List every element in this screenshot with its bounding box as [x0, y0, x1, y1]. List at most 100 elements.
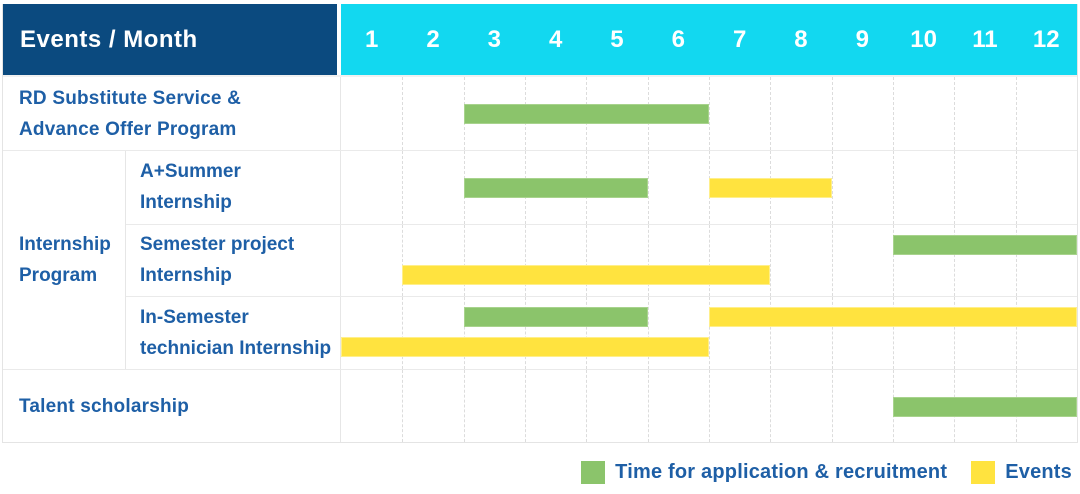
month-gridline — [525, 297, 526, 369]
month-gridline — [647, 370, 649, 442]
legend-item-events: Events — [971, 461, 1072, 484]
yellow-swatch-icon — [971, 461, 996, 484]
row-label-line: Internship — [140, 265, 232, 287]
month-gridline — [954, 297, 956, 369]
gantt-bar-event — [709, 307, 1077, 328]
table-row: In-Semester technician Internship — [126, 296, 1077, 369]
month-header-cell: 6 — [671, 25, 685, 53]
month-gridline — [709, 370, 710, 442]
month-header-cell: 7 — [732, 25, 747, 53]
month-gridline — [954, 77, 956, 150]
month-gridline — [831, 297, 833, 369]
row-label-line: A+Summer — [140, 161, 241, 183]
month-gridline — [463, 224, 465, 297]
month-gridline — [1015, 77, 1017, 150]
table-body: RD Substitute Service & Advance Offer Pr… — [3, 75, 1077, 442]
chart-cell-talent-scholarship — [341, 370, 1077, 442]
gantt-bar-event — [709, 178, 832, 198]
month-gridline — [831, 77, 833, 150]
month-gridline — [525, 224, 526, 297]
group-label-line: Internship — [19, 234, 111, 255]
legend-label-events: Events — [1005, 461, 1072, 483]
group-label-internship-program: Internship Program — [3, 151, 126, 369]
month-gridline — [954, 224, 956, 297]
month-gridline — [831, 224, 833, 297]
gantt-bar-application — [463, 178, 648, 198]
legend-item-application: Time for application & recruitment — [581, 461, 947, 484]
month-header-cell: 12 — [1032, 25, 1060, 53]
month-gridline — [647, 224, 649, 297]
month-gridline — [709, 77, 710, 150]
month-gridline — [1015, 151, 1017, 224]
gantt-bar-application — [463, 307, 648, 328]
month-gridline — [709, 224, 710, 297]
header-gap-divider — [337, 4, 341, 75]
month-gridline — [831, 151, 833, 224]
month-gridline — [831, 370, 833, 442]
chart-cell-in-semester-technician — [341, 297, 1077, 369]
month-gridline — [586, 224, 588, 297]
month-header-cell: 2 — [426, 25, 440, 53]
gantt-bar-application — [893, 234, 1077, 255]
chart-legend: Time for application & recruitment Event… — [581, 461, 1072, 484]
table-header-row: Events / Month 1 2 3 4 5 6 7 8 9 10 11 12 — [3, 4, 1077, 75]
row-label-line: technician Internship — [140, 338, 332, 360]
month-gridline — [1015, 297, 1017, 369]
row-label-line: Talent scholarship — [19, 395, 190, 417]
row-label-talent-scholarship: Talent scholarship — [3, 370, 341, 442]
table-row: A+Summer Internship — [126, 151, 1077, 224]
month-gridline — [770, 370, 772, 442]
month-header-cell: 10 — [910, 25, 937, 53]
events-month-header-cell: Events / Month — [3, 4, 337, 75]
row-label-line: Semester project — [140, 234, 295, 256]
month-header-row: 1 2 3 4 5 6 7 8 9 10 11 12 — [341, 4, 1077, 75]
row-label-line: Internship — [140, 192, 232, 214]
month-gridline — [647, 297, 649, 369]
chart-cell-rd-substitute — [341, 77, 1077, 150]
month-gridline — [586, 370, 588, 442]
month-gridline — [770, 297, 772, 369]
green-swatch-icon — [581, 461, 606, 484]
month-gridline — [770, 77, 772, 150]
row-label-line: RD Substitute Service & — [19, 87, 242, 109]
month-gridline — [402, 370, 404, 442]
month-header-cell: 1 — [364, 25, 379, 53]
month-gridline — [893, 297, 894, 369]
row-label-rd-substitute: RD Substitute Service & Advance Offer Pr… — [3, 77, 341, 150]
month-header-cell: 4 — [548, 25, 563, 53]
row-label-line: Advance Offer Program — [19, 118, 237, 140]
month-gridline — [463, 370, 465, 442]
gantt-table: Events / Month 1 2 3 4 5 6 7 8 9 10 11 12 RD Substi… — [2, 4, 1078, 443]
internship-subrows: A+Summer Internship Semester project Int… — [126, 151, 1077, 369]
month-gridline — [1015, 224, 1017, 297]
month-gridline — [770, 224, 772, 297]
chart-cell-a-plus-summer — [341, 151, 1077, 224]
table-row: Semester project Internship — [126, 223, 1077, 297]
legend-label-application: Time for application & recruitment — [615, 461, 948, 483]
row-label-a-plus-summer: A+Summer Internship — [126, 151, 341, 224]
table-row: Talent scholarship — [3, 369, 1077, 442]
month-header-cell: 11 — [972, 25, 998, 53]
month-gridline — [402, 224, 404, 297]
row-label-line: In-Semester — [140, 307, 249, 329]
month-header-cell: 8 — [794, 25, 808, 53]
table-row-group-internship: Internship Program A+Summer Internship S… — [3, 150, 1077, 369]
gantt-bar-event — [402, 264, 771, 285]
month-gridline — [893, 77, 894, 150]
month-header-cell: 3 — [487, 25, 501, 53]
month-gridline — [525, 370, 526, 442]
events-month-header-label: Events / Month — [20, 25, 198, 53]
gantt-bar-application — [463, 104, 709, 124]
table-row: RD Substitute Service & Advance Offer Pr… — [3, 77, 1077, 150]
chart-cell-semester-project — [341, 224, 1077, 297]
month-gridline — [709, 297, 710, 369]
month-gridline — [647, 151, 649, 224]
row-label-in-semester-technician: In-Semester technician Internship — [126, 297, 341, 369]
month-header-cell: 5 — [610, 25, 624, 53]
month-gridline — [893, 224, 894, 297]
row-label-semester-project: Semester project Internship — [126, 224, 341, 297]
group-label-line: Program — [19, 265, 98, 286]
month-gridline — [586, 297, 588, 369]
gantt-bar-event — [341, 337, 709, 358]
